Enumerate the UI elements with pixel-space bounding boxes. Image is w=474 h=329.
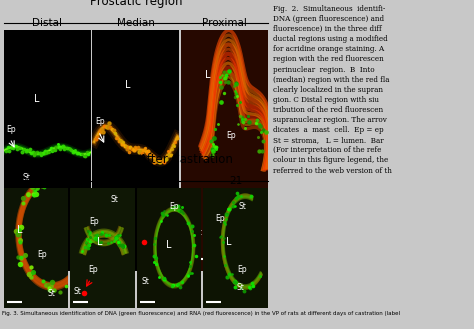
Text: St: St: [110, 195, 118, 204]
Text: Control: Control: [17, 176, 55, 186]
Text: L: L: [17, 225, 22, 235]
Text: Ep: Ep: [95, 117, 105, 126]
Text: Fig. 3. Simultaneous identification of DNA (green fluorescence) and RNA (red flu: Fig. 3. Simultaneous identification of D…: [2, 311, 401, 316]
Text: Ep: Ep: [37, 250, 47, 259]
Text: St: St: [73, 288, 82, 296]
Text: St: St: [142, 277, 150, 286]
Text: L: L: [166, 240, 171, 250]
Text: Ep: Ep: [90, 216, 99, 226]
Text: Ep: Ep: [237, 265, 246, 274]
Text: Ep: Ep: [226, 131, 236, 140]
Text: Ep: Ep: [215, 214, 225, 223]
Text: L: L: [205, 70, 211, 80]
Text: Days After Castration: Days After Castration: [106, 153, 232, 166]
Text: L: L: [97, 237, 103, 247]
Text: St: St: [48, 289, 55, 298]
Text: Median: Median: [117, 18, 155, 28]
Text: St: St: [127, 192, 135, 201]
Text: Ep: Ep: [169, 202, 179, 211]
Text: Distal: Distal: [32, 18, 62, 28]
Text: St: St: [237, 283, 245, 291]
Text: St: St: [194, 228, 202, 237]
Text: L: L: [34, 94, 40, 104]
Text: Ep: Ep: [88, 265, 98, 274]
Text: Ep: Ep: [6, 125, 16, 134]
Text: St: St: [23, 172, 31, 182]
Text: 7: 7: [99, 176, 106, 186]
Text: St: St: [239, 202, 246, 211]
Text: Proximal: Proximal: [202, 18, 247, 28]
Text: L: L: [126, 80, 131, 89]
Text: L: L: [226, 237, 231, 247]
Text: Fig.  2.  Simultaneous  identifi-
DNA (green fluorescence) and
fluorescence) in : Fig. 2. Simultaneous identifi- DNA (gree…: [273, 5, 392, 174]
Text: 14: 14: [163, 176, 176, 186]
Text: 21: 21: [229, 176, 242, 186]
Text: Prostatic region: Prostatic region: [90, 0, 182, 8]
